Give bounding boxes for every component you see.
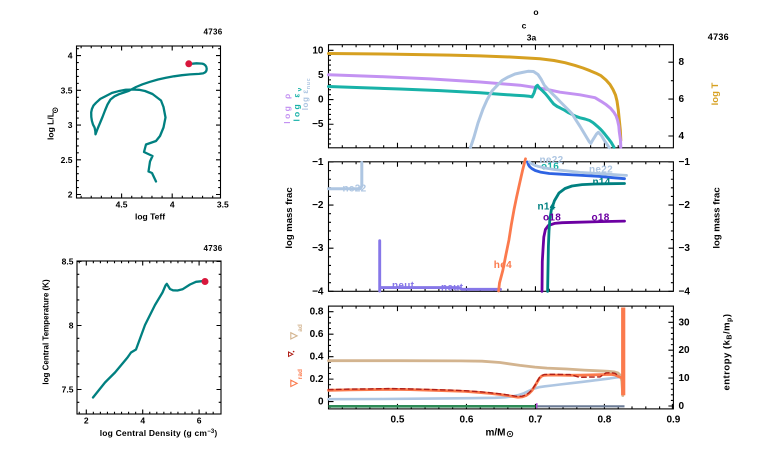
- svg-text:4736: 4736: [204, 28, 223, 37]
- svg-text:6: 6: [197, 416, 202, 426]
- svg-text:log εnuc: log εnuc: [301, 78, 312, 111]
- svg-text:log Central Density (g cm−3): log Central Density (g cm−3): [100, 428, 218, 438]
- svg-text:4736: 4736: [708, 32, 729, 42]
- svg-text:6: 6: [679, 94, 685, 105]
- svg-text:10: 10: [312, 45, 324, 56]
- svg-text:log εν: log εν: [292, 86, 304, 122]
- svg-text:log L/L: log L/L: [46, 112, 56, 140]
- svg-text:8.5: 8.5: [62, 257, 74, 267]
- svg-text:2: 2: [68, 190, 73, 200]
- svg-text:2: 2: [84, 416, 89, 426]
- svg-text:3a: 3a: [527, 33, 537, 43]
- svg-text:ne22: ne22: [589, 164, 613, 175]
- svg-text:0.2: 0.2: [310, 374, 324, 385]
- svg-text:−2: −2: [312, 200, 324, 211]
- svg-text:n14: n14: [538, 202, 556, 213]
- svg-text:4: 4: [679, 131, 685, 142]
- svg-text:2.5: 2.5: [61, 155, 73, 165]
- svg-text:o: o: [533, 7, 538, 17]
- svg-text:0.6: 0.6: [460, 415, 474, 426]
- svg-text:0.7: 0.7: [528, 415, 542, 426]
- svg-text:neut: neut: [392, 281, 415, 292]
- svg-text:log mass frac: log mass frac: [284, 187, 295, 248]
- svg-text:−4: −4: [312, 286, 324, 297]
- svg-text:−2: −2: [679, 200, 691, 211]
- svg-text:log Central Temperature (K): log Central Temperature (K): [42, 279, 51, 385]
- svg-text:4.5: 4.5: [116, 200, 128, 210]
- svg-text:o16: o16: [541, 161, 559, 172]
- svg-text:log T: log T: [710, 82, 721, 105]
- svg-text:0.8: 0.8: [597, 415, 611, 426]
- svg-text:ne22: ne22: [343, 183, 367, 194]
- svg-text:o18: o18: [543, 213, 561, 224]
- svg-text:4736: 4736: [204, 244, 223, 253]
- svg-text:0.4: 0.4: [310, 352, 324, 363]
- svg-text:−1: −1: [312, 157, 324, 168]
- svg-text:m/M: m/M: [486, 428, 506, 439]
- svg-text:30: 30: [679, 317, 691, 328]
- svg-text:0.9: 0.9: [666, 415, 680, 426]
- svg-text:4: 4: [140, 416, 145, 426]
- svg-text:o18: o18: [592, 212, 610, 223]
- svg-text:0.5: 0.5: [391, 415, 405, 426]
- svg-text:3.5: 3.5: [61, 85, 73, 95]
- svg-text:−3: −3: [679, 243, 691, 254]
- svg-text:−3: −3: [312, 243, 324, 254]
- svg-text:3.5: 3.5: [217, 200, 229, 210]
- svg-text:entropy (kB/mp): entropy (kB/mp): [722, 313, 734, 390]
- svg-text:10: 10: [679, 373, 691, 384]
- svg-text:he4: he4: [494, 260, 512, 271]
- svg-text:8: 8: [679, 57, 685, 68]
- svg-text:0: 0: [318, 397, 324, 408]
- svg-text:ad: ad: [297, 324, 304, 332]
- svg-text:0.6: 0.6: [310, 329, 324, 340]
- svg-text:4: 4: [68, 51, 73, 61]
- svg-text:−5: −5: [312, 119, 324, 130]
- svg-text:rad: rad: [297, 369, 304, 379]
- svg-text:4: 4: [170, 200, 175, 210]
- svg-text:log ρ: log ρ: [282, 91, 292, 123]
- svg-text:0.8: 0.8: [310, 307, 324, 318]
- svg-text:−4: −4: [679, 286, 691, 297]
- svg-text:20: 20: [679, 345, 691, 356]
- svg-text:log Teff: log Teff: [135, 212, 165, 222]
- svg-text:3: 3: [68, 120, 73, 130]
- svg-text:0: 0: [679, 401, 685, 412]
- svg-text:5: 5: [318, 70, 324, 81]
- svg-text:ne22: ne22: [540, 155, 564, 166]
- svg-text:−1: −1: [679, 157, 691, 168]
- svg-text:neut: neut: [441, 283, 464, 294]
- svg-text:0: 0: [318, 95, 324, 106]
- svg-text:8: 8: [69, 321, 74, 331]
- svg-text:n14: n14: [593, 177, 611, 188]
- svg-text:7.5: 7.5: [62, 385, 74, 395]
- svg-text:log mass frac: log mass frac: [712, 187, 723, 248]
- svg-text:c: c: [522, 21, 527, 31]
